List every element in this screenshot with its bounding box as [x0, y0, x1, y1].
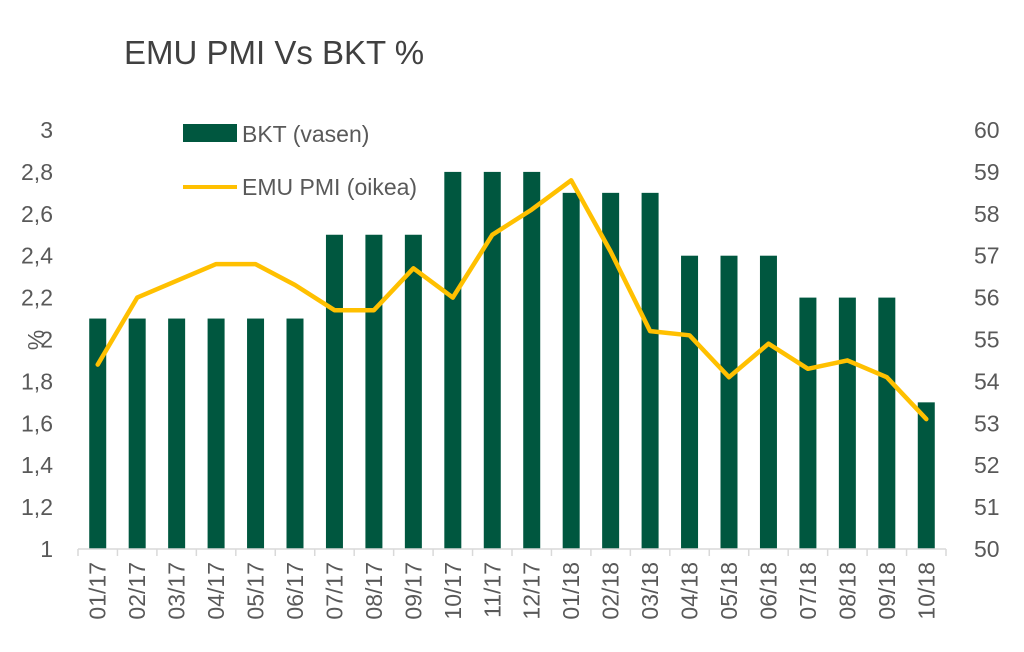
line-group — [95, 178, 929, 422]
x-tick-label: 08/17 — [361, 562, 387, 620]
right-ticks-group: 50 51 52 53 54 55 56 57 58 59 60 — [974, 117, 1000, 562]
bar-03/17 — [168, 318, 186, 549]
bar-09/18 — [878, 297, 896, 549]
x-tick-label: 03/18 — [637, 562, 663, 620]
y-left-tick-label: 3 — [40, 117, 53, 143]
y-right-tick-label: 54 — [974, 368, 1000, 394]
x-tick-label: 10/17 — [440, 562, 466, 620]
x-tick-label: 03/17 — [164, 562, 190, 620]
y-right-tick-label: 50 — [974, 536, 1000, 562]
x-tick-label: 08/18 — [834, 562, 860, 620]
x-tick-label: 01/18 — [558, 562, 584, 620]
legend-label-bkt: BKT (vasen) — [242, 121, 369, 147]
bar-07/17 — [325, 234, 343, 549]
x-tick-label: 09/17 — [400, 562, 426, 620]
x-tick-label: 05/17 — [243, 562, 269, 620]
y-left-tick-label: 2 — [40, 327, 53, 353]
x-tick-label: 01/17 — [85, 562, 111, 620]
axes-group — [77, 548, 947, 556]
bar-08/18 — [838, 297, 856, 549]
y-right-tick-label: 57 — [974, 243, 1000, 269]
x-tick-label: 02/18 — [598, 562, 624, 620]
x-tick-label: 10/18 — [913, 562, 939, 620]
y-left-tick-label: 1,6 — [21, 410, 53, 436]
chart-title: EMU PMI Vs BKT % — [124, 34, 425, 71]
y-left-tick-label: 2,2 — [21, 285, 53, 311]
y-right-tick-label: 51 — [974, 494, 1000, 520]
bar-02/18 — [602, 192, 620, 549]
x-ticks-group: 01/17 02/17 03/17 04/17 05/17 06/17 07/17 08/17… — [85, 562, 940, 620]
x-tick-label: 11/17 — [479, 562, 505, 618]
x-tick-label: 12/17 — [519, 562, 545, 620]
x-tick-label: 02/17 — [124, 562, 150, 620]
y-left-tick-label: 2,6 — [21, 201, 53, 227]
bar-06/18 — [759, 255, 777, 549]
bar-03/18 — [641, 192, 659, 549]
left-ticks-group: 1 1,2 1,4 1,6 1,8 2 2,2 2,4 2,6 2,8 3 — [21, 117, 53, 562]
y-right-tick-label: 56 — [974, 285, 1000, 311]
x-tick-label: 09/18 — [874, 562, 900, 620]
bar-04/17 — [207, 318, 225, 549]
y-right-tick-label: 60 — [974, 117, 1000, 143]
bar-05/18 — [720, 255, 738, 549]
y-left-tick-label: 2,4 — [21, 243, 53, 269]
bar-10/18 — [917, 402, 935, 549]
legend: BKT (vasen) EMU PMI (oikea) — [183, 121, 417, 200]
bar-07/18 — [799, 297, 817, 549]
x-tick-label: 07/17 — [322, 562, 348, 620]
y-axis-label-left: % — [23, 330, 49, 350]
bar-11/17 — [483, 171, 501, 549]
y-right-tick-label: 58 — [974, 201, 1000, 227]
x-tick-label: 06/18 — [756, 562, 782, 620]
legend-swatch-bkt — [183, 124, 237, 142]
y-left-tick-label: 1 — [40, 536, 53, 562]
bar-09/17 — [404, 234, 422, 549]
x-tick-label: 04/17 — [203, 562, 229, 620]
bar-02/17 — [128, 318, 146, 549]
bar-10/17 — [444, 171, 462, 549]
bar-05/17 — [247, 318, 265, 549]
y-left-tick-label: 1,2 — [21, 494, 53, 520]
y-right-tick-label: 52 — [974, 452, 1000, 478]
x-tick-label: 07/18 — [795, 562, 821, 620]
y-right-tick-label: 53 — [974, 410, 1000, 436]
x-tick-label: 06/17 — [282, 562, 308, 620]
y-right-tick-label: 59 — [974, 159, 1000, 185]
bars-group — [89, 171, 935, 549]
y-left-tick-label: 2,8 — [21, 159, 53, 185]
bar-06/17 — [286, 318, 304, 549]
legend-label-pmi: EMU PMI (oikea) — [242, 174, 417, 200]
bar-01/17 — [89, 318, 107, 549]
y-left-tick-label: 1,4 — [21, 452, 53, 478]
x-tick-label: 04/18 — [677, 562, 703, 620]
pmi-line — [95, 178, 929, 422]
bar-01/18 — [562, 192, 580, 549]
bar-12/17 — [523, 171, 541, 549]
x-tick-label: 05/18 — [716, 562, 742, 620]
y-left-tick-label: 1,8 — [21, 368, 53, 394]
y-right-tick-label: 55 — [974, 327, 1000, 353]
bar-04/18 — [681, 255, 699, 549]
bar-08/17 — [365, 234, 383, 549]
